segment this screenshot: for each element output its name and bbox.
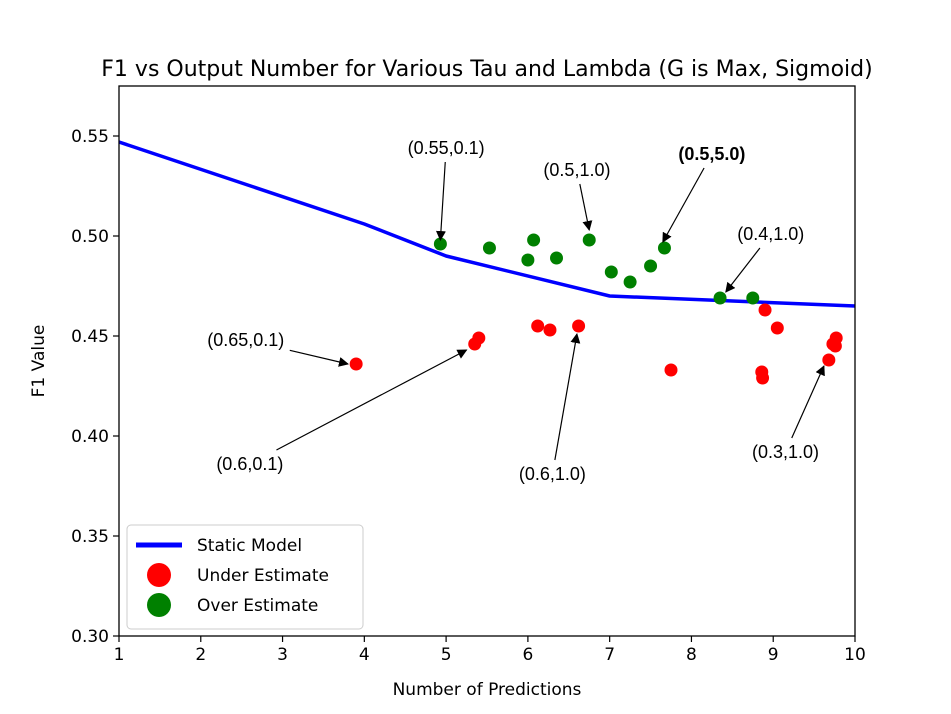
under-estimate-point [472,331,486,345]
static-model-line [118,140,856,308]
annotation-arrow [289,349,349,367]
under-estimate-point [543,323,557,337]
annotation-label: (0.5,1.0) [543,160,610,180]
y-tick-label: 0.45 [71,327,109,347]
over-estimate-point [644,259,658,273]
y-tick-label: 0.35 [71,527,109,547]
legend-over-label: Over Estimate [197,596,318,616]
over-estimate-point [527,233,541,247]
over-estimate-point [604,265,618,279]
y-tick-label: 0.55 [71,127,109,147]
under-estimate-point [829,331,843,345]
under-estimate-point [770,321,784,335]
under-estimate-point [756,371,770,385]
legend-under-label: Under Estimate [197,566,329,586]
over-estimate-point [550,251,564,265]
y-tick-label: 0.40 [71,427,109,447]
x-tick-label: 5 [441,645,452,665]
x-tick-label: 8 [686,645,697,665]
annotation-label: (0.5,5.0) [678,144,745,164]
over-estimate-point [582,233,596,247]
annotation-arrow [276,349,468,451]
y-tick-label: 0.30 [71,627,109,647]
annotation-layer: (0.55,0.1) (0.5,1.0) (0.5,5.0) (0.4,1.0) (0.… [207,138,825,484]
legend: Static Model Under Estimate Over Estimat… [126,524,364,630]
x-tick-label: 2 [195,645,206,665]
legend-box [126,524,364,630]
over-estimate-point [713,291,727,305]
annotation-label: (0.6,1.0) [519,464,586,484]
under-estimate-point [572,319,586,333]
chart-title: F1 vs Output Number for Various Tau and … [101,57,872,82]
y-axis-ticks: 0.30 0.35 0.40 0.45 0.50 0.55 [71,127,119,647]
y-axis-label: F1 Value [29,325,49,398]
annotation-arrow [435,161,446,241]
under-estimate-point [758,303,772,317]
plot-frame [118,85,856,637]
series-layer [118,140,856,385]
x-tick-label: 6 [522,645,533,665]
annotation-arrow [579,183,593,231]
annotation-arrow [554,333,581,461]
under-estimate-point [664,363,678,377]
annotation-label: (0.3,1.0) [752,442,819,462]
x-tick-label: 7 [604,645,615,665]
x-axis-label: Number of Predictions [393,680,582,700]
over-estimate-point [657,241,671,255]
annotation-label: (0.55,0.1) [408,138,485,158]
over-estimate-point [623,275,637,289]
over-estimate-point [746,291,760,305]
under-estimate-point [531,319,545,333]
legend-static-label: Static Model [197,536,302,556]
x-tick-label: 4 [359,645,370,665]
x-tick-label: 1 [114,645,125,665]
annotation-arrow [662,167,705,243]
x-tick-label: 3 [277,645,288,665]
x-tick-label: 9 [768,645,779,665]
annotation-arrow [725,247,761,293]
legend-under-swatch [147,563,171,587]
over-estimate-point [521,253,535,267]
annotation-label: (0.4,1.0) [737,224,804,244]
x-tick-label: 10 [844,645,866,665]
x-axis-ticks: 1 2 3 4 5 6 7 8 9 10 [114,636,866,665]
legend-over-swatch [147,593,171,617]
over-estimate-point [482,241,496,255]
annotation-label: (0.65,0.1) [207,330,284,350]
y-tick-label: 0.50 [71,227,109,247]
under-estimate-point [349,357,363,371]
annotation-arrow [791,365,825,439]
annotation-label: (0.6,0.1) [216,454,283,474]
under-estimate-point [822,353,836,367]
